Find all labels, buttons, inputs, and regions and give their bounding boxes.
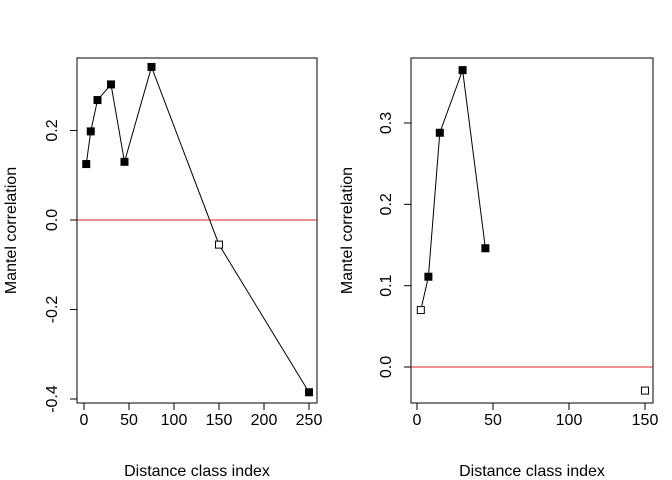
data-point-nonsignificant	[641, 386, 649, 395]
data-point-significant	[86, 127, 95, 136]
data-point-significant	[458, 66, 467, 75]
data-point-significant	[435, 128, 444, 137]
x-tick-label: 100	[161, 412, 188, 429]
y-tick-label: -0.2	[44, 296, 61, 324]
x-axis-title: Distance class index	[459, 463, 605, 480]
y-tick-label: 0.1	[378, 274, 395, 296]
y-tick-label: 0.2	[378, 193, 395, 215]
data-point-significant	[82, 160, 91, 169]
x-tick-label: 50	[120, 412, 138, 429]
y-tick-label: 0.0	[44, 209, 61, 231]
data-point-significant	[93, 96, 102, 105]
x-tick-label: 200	[251, 412, 278, 429]
y-tick-label: 0.0	[378, 356, 395, 378]
x-tick-label: 0	[413, 412, 422, 429]
x-tick-label: 0	[80, 412, 89, 429]
data-point-nonsignificant	[416, 306, 425, 315]
y-tick-label: -0.4	[44, 385, 61, 413]
x-tick-label: 50	[484, 412, 502, 429]
right-panel: 0 50 100 150 0.0 0.1 0.2 0.3 Distance class inde…	[339, 57, 659, 480]
plot-frame	[76, 57, 318, 404]
x-axis-title: Distance class index	[124, 463, 270, 480]
data-point-significant	[424, 272, 433, 281]
y-tick-label: 0.3	[378, 112, 395, 134]
y-axis-title: Mantel correlation	[3, 167, 20, 294]
data-point-significant	[147, 62, 156, 71]
x-tick-label: 250	[296, 412, 323, 429]
series-line	[85, 65, 310, 393]
data-point-significant	[481, 244, 490, 253]
plot-frame	[410, 57, 654, 404]
data-point-significant	[107, 80, 115, 89]
left-panel: 0 50 100 150 200 250 -0.4 -0.2 0.0 0.2 Distance cl…	[3, 57, 323, 480]
data-point-nonsignificant	[215, 240, 223, 249]
data-point-significant	[120, 157, 129, 166]
y-axis-title: Mantel correlation	[339, 167, 356, 294]
x-tick-label: 150	[632, 412, 659, 429]
y-tick-label: 0.2	[44, 119, 61, 141]
x-tick-label: 100	[556, 412, 583, 429]
data-point-significant	[305, 388, 313, 397]
x-tick-label: 150	[206, 412, 233, 429]
